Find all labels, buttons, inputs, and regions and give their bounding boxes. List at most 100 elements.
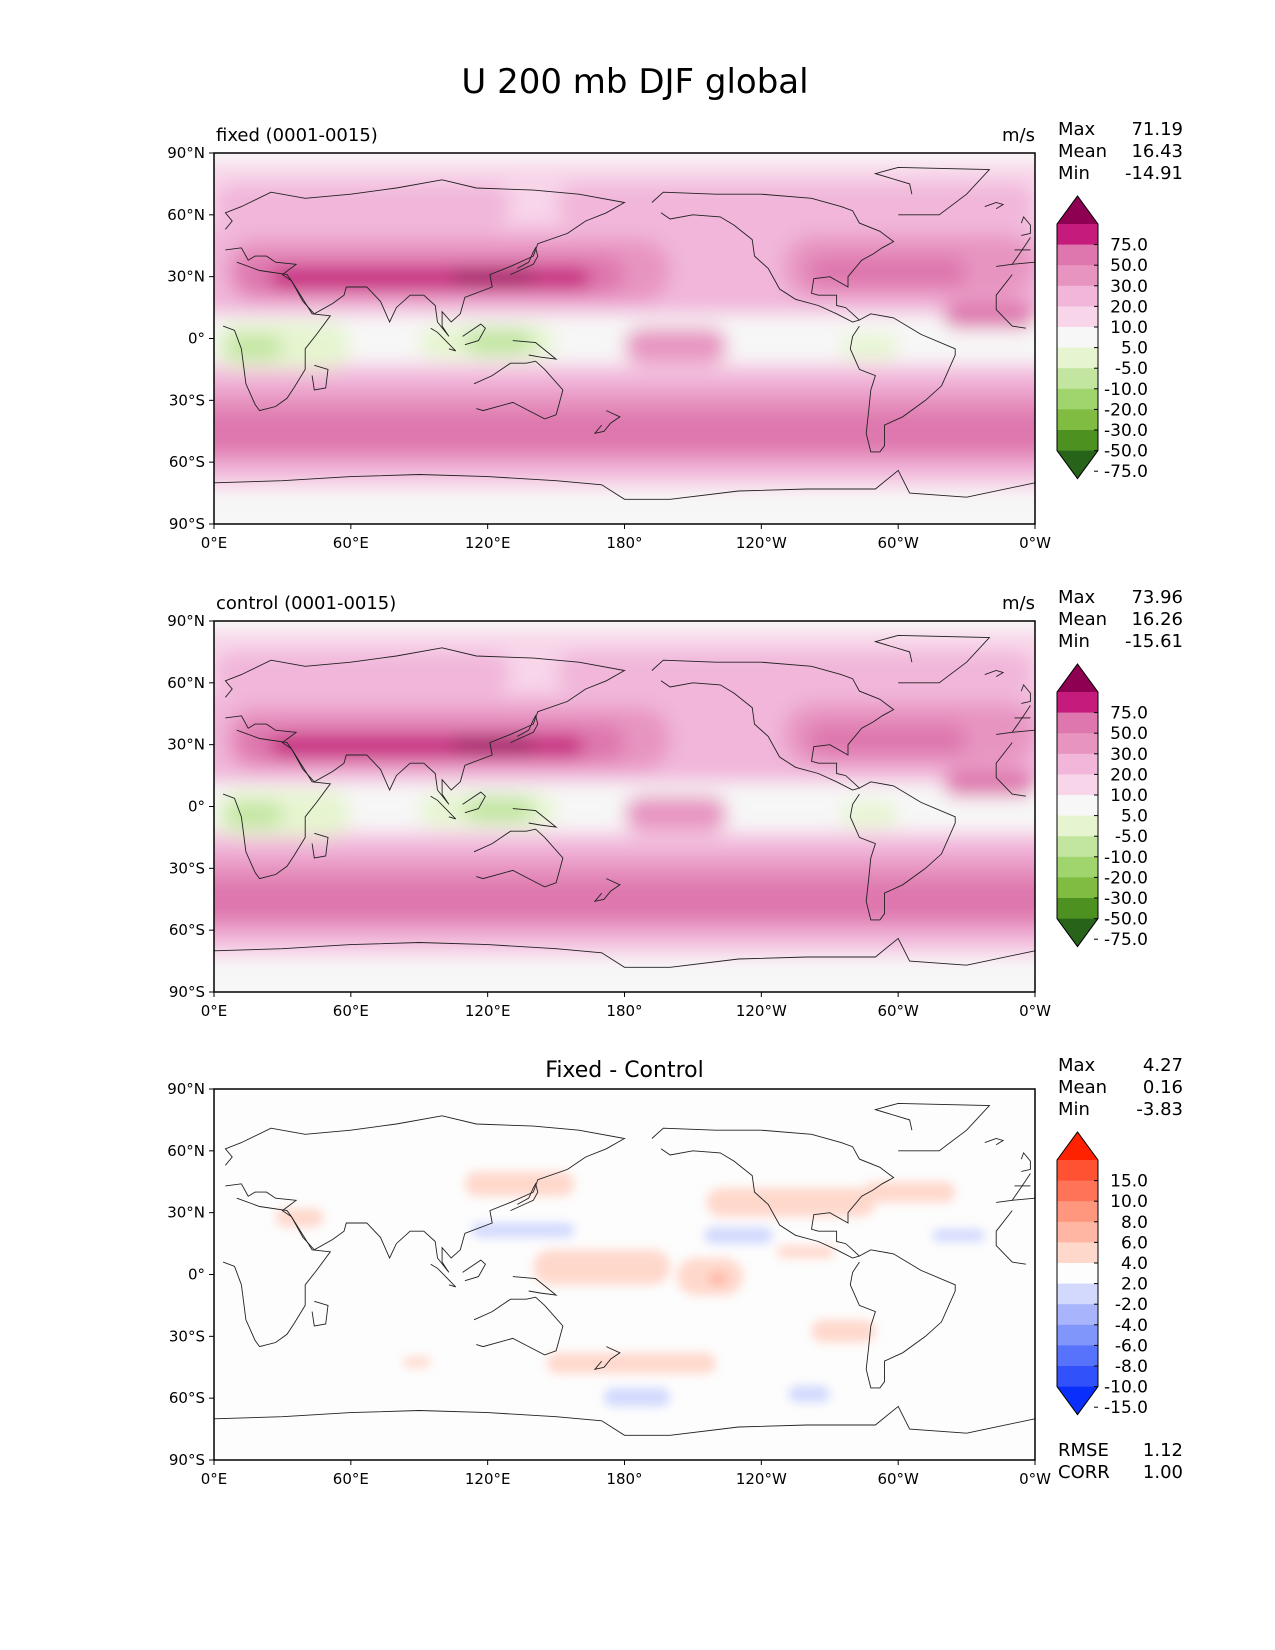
stat-value: 16.43 [1131,141,1183,162]
colorbar-label: 20.0 [1110,297,1148,317]
colorbar-segment [1057,753,1098,775]
contour-region [624,796,728,832]
colorbar-label: 50.0 [1110,256,1148,276]
y-tick-label: 90°N [167,612,205,630]
coastline [593,1346,621,1371]
colorbar-segment [1057,712,1098,734]
panel-3: Fixed - Control 0°E 60°E 120°E 180° 120°W 60°W… [167,1055,1183,1488]
contour-region [214,488,1035,524]
y-tick-label: 90°N [167,144,205,162]
coastline [1011,237,1031,265]
contour-region [214,307,1035,364]
stat-name: Max [1058,1055,1096,1076]
contour-region [533,1249,671,1285]
colorbar-extend-min [1057,1386,1098,1415]
colorbar-label: -10.0 [1104,380,1148,400]
colorbar-label: -6.0 [1115,1336,1148,1356]
colorbar-segment [1057,1283,1098,1305]
colorbar-segment [1057,1345,1098,1367]
colorbar-label: 75.0 [1110,704,1148,724]
colorbar-segment [1057,877,1098,899]
stat-value: 1.00 [1143,1462,1183,1483]
coastline [984,202,1005,210]
colorbar: 75.050.030.020.010.05.0-5.0-10.0-20.0-30… [1056,663,1148,950]
y-tick-label: 30°S [169,1327,205,1345]
coastline [873,634,991,684]
stat-name: RMSE [1058,1440,1109,1461]
coastline [849,313,956,453]
coastline [995,274,1026,329]
colorbar-label: -4.0 [1115,1316,1148,1336]
field-map [214,153,1035,524]
stat-name: Mean [1058,1077,1107,1098]
coastline [651,191,895,323]
coastline [510,246,539,276]
colorbar-label: -2.0 [1115,1295,1148,1315]
panel-units: m/s [1002,593,1035,614]
contour-region [943,769,1035,797]
coastline [311,364,329,391]
y-tick-label: 0° [188,1266,205,1284]
x-tick-label: 120°E [465,1002,511,1020]
x-tick-label: 60°E [333,1002,369,1020]
colorbar-segment [1057,1242,1098,1264]
y-tick-label: 30°S [169,391,205,409]
colorbar-segment [1057,795,1098,817]
contour-region [453,738,534,751]
coastline [873,166,991,216]
colorbar-segment [1057,347,1098,369]
y-tick-label: 90°S [169,983,205,1001]
colorbar-segment [1057,1366,1098,1388]
stat-value: 0.16 [1143,1077,1183,1098]
coastline [430,795,457,820]
y-tick-label: 30°S [169,859,205,877]
coastline [995,742,1026,797]
colorbar-label: 6.0 [1121,1233,1148,1253]
colorbar-label: -10.0 [1104,1378,1148,1398]
colorbar-label: -75.0 [1104,462,1148,482]
field-map [214,1089,1035,1460]
x-tick-label: 60°E [333,1470,369,1488]
contour-region [275,1208,324,1228]
x-tick-label: 120°W [736,1470,787,1488]
contour-region [403,1356,431,1368]
coastline [214,469,1035,500]
coastline [512,1276,558,1296]
coastline [849,781,956,921]
x-tick-label: 0°E [201,534,228,552]
colorbar-label: 10.0 [1110,318,1148,338]
stat-value: 16.26 [1131,609,1183,630]
colorbar-label: 4.0 [1121,1254,1148,1274]
colorbar-segment [1057,733,1098,755]
colorbar-label: 5.0 [1121,807,1148,827]
colorbar-label: -10.0 [1104,848,1148,868]
x-tick-label: 0°W [1019,1002,1051,1020]
y-tick-label: 90°S [169,1451,205,1469]
colorbar-segment [1057,368,1098,390]
coastline [510,1182,539,1212]
contour-region [841,802,899,828]
contour-region [271,268,591,290]
coastline [510,714,539,744]
x-tick-label: 60°E [333,534,369,552]
colorbar-segment [1057,1263,1098,1285]
colorbar-label: 10.0 [1110,1192,1148,1212]
contour-region [471,1222,575,1238]
coastlines [214,166,1035,500]
coastline [430,1263,457,1288]
stat-value: -3.83 [1136,1099,1183,1120]
panel-units: m/s [1002,125,1035,146]
colorbar-label: -30.0 [1104,421,1148,441]
coastline [1020,216,1031,236]
x-tick-label: 60°W [877,1002,919,1020]
stat-name: Min [1058,631,1090,652]
stat-name: CORR [1058,1462,1110,1483]
colorbar-label: -8.0 [1115,1357,1148,1377]
x-tick-label: 180° [606,1470,642,1488]
stat-name: Mean [1058,141,1107,162]
stat-value: 71.19 [1131,119,1183,140]
colorbar-segment [1057,1160,1098,1182]
colorbar-label: 2.0 [1121,1275,1148,1295]
x-tick-label: 0°E [201,1002,228,1020]
y-tick-label: 90°N [167,1080,205,1098]
